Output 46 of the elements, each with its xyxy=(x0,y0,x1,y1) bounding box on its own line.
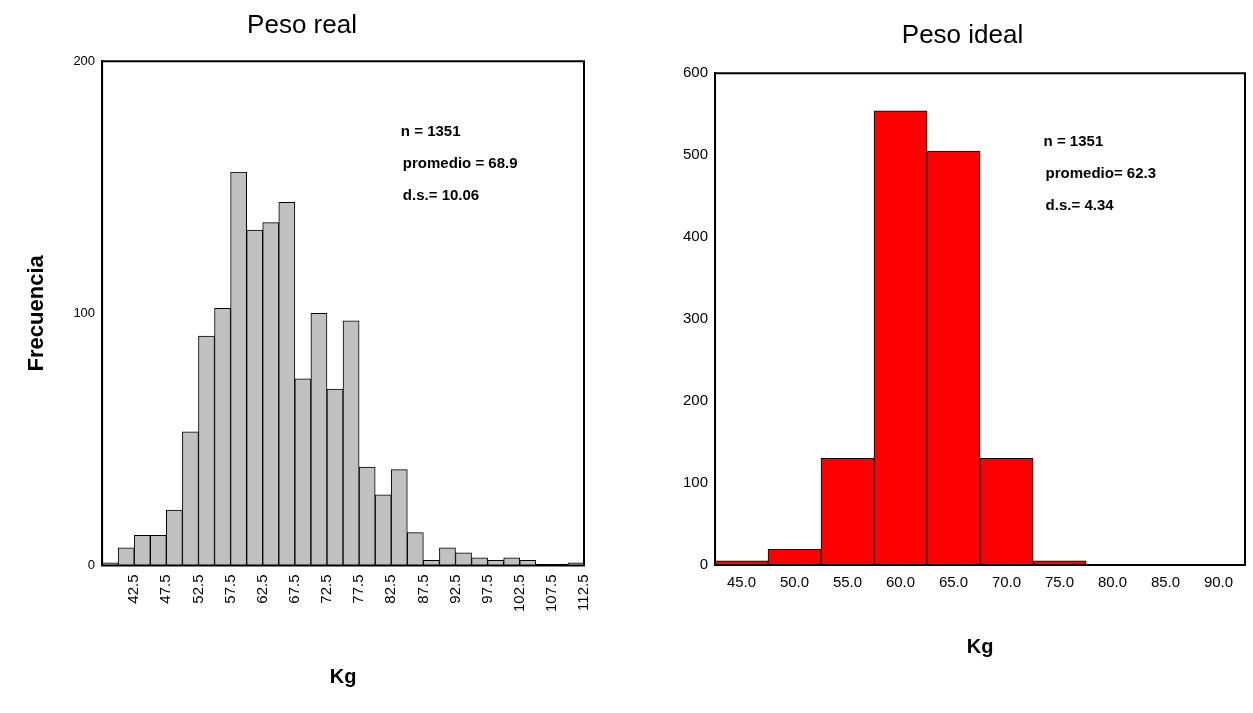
x-tick-label: 50.0 xyxy=(779,573,810,591)
y-axis-title: Frecuencia xyxy=(23,254,49,372)
x-tick-label: 77.5 xyxy=(349,574,367,604)
x-tick-label: 87.5 xyxy=(413,574,431,604)
x-tick-label: 90.0 xyxy=(1203,573,1234,591)
annotation: n = 1351 xyxy=(400,121,461,139)
x-tick-label: 67.5 xyxy=(284,574,302,604)
annotation: d.s.= 10.06 xyxy=(402,185,480,203)
x-tick-label: 65.0 xyxy=(938,573,969,591)
y-tick-label: 200 xyxy=(683,391,709,409)
y-tick-label: 600 xyxy=(683,63,709,81)
x-tick-label: 52.5 xyxy=(188,574,206,604)
x-tick-label: 60.0 xyxy=(885,573,916,591)
x-tick-label: 80.0 xyxy=(1097,573,1128,591)
x-tick-label: 102.5 xyxy=(509,574,527,613)
x-tick-label: 47.5 xyxy=(156,574,174,604)
x-tick-label: 97.5 xyxy=(477,574,495,604)
x-tick-label: 42.5 xyxy=(124,574,142,604)
y-tick-label: 100 xyxy=(73,304,96,320)
x-tick-label: 92.5 xyxy=(445,574,463,604)
x-tick-label: 57.5 xyxy=(220,574,238,604)
x-tick-label: 82.5 xyxy=(381,574,399,604)
annotation: promedio = 68.9 xyxy=(402,153,518,171)
x-tick-label: 75.0 xyxy=(1044,573,1075,591)
x-tick-label: 72.5 xyxy=(317,574,335,604)
x-tick-label: 70.0 xyxy=(991,573,1022,591)
y-tick-label: 500 xyxy=(683,145,709,163)
y-tick-label: 400 xyxy=(683,227,709,245)
x-tick-label: 62.5 xyxy=(252,574,270,604)
x-tick-label: 55.0 xyxy=(832,573,863,591)
x-axis-title: Kg xyxy=(966,634,994,657)
y-tick-label: 200 xyxy=(73,52,96,68)
y-tick-label: 300 xyxy=(683,309,709,327)
annotation: promedio= 62.3 xyxy=(1045,164,1157,182)
x-tick-label: 112.5 xyxy=(574,574,592,611)
chart-title: Peso ideal xyxy=(901,18,1024,49)
x-tick-label: 107.5 xyxy=(542,574,560,613)
chart-title: Peso real xyxy=(247,8,357,39)
x-axis-title: Kg xyxy=(329,664,357,687)
y-tick-label: 100 xyxy=(683,473,709,491)
y-tick-label: 0 xyxy=(87,557,96,573)
x-tick-label: 45.0 xyxy=(726,573,757,591)
annotation: d.s.= 4.34 xyxy=(1045,196,1115,214)
x-tick-label: 85.0 xyxy=(1150,573,1181,591)
annotation: n = 1351 xyxy=(1043,132,1104,150)
y-tick-label: 0 xyxy=(699,555,709,573)
